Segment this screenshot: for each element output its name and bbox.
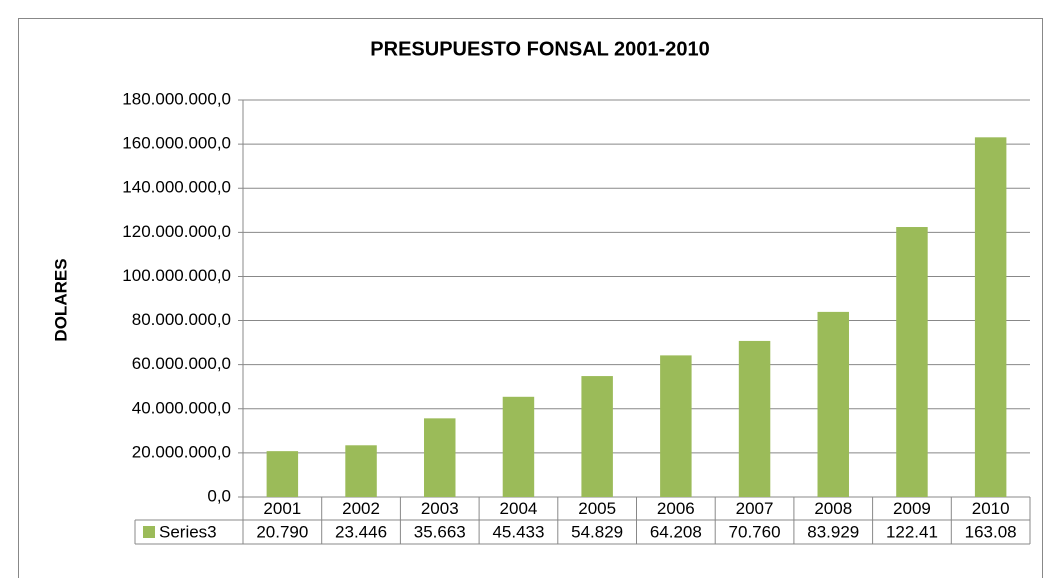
y-tick-label: 160.000.000,0 — [122, 134, 231, 153]
bar — [896, 227, 928, 497]
y-tick-label: 20.000.000,0 — [132, 442, 231, 461]
data-table-value: 20.790 — [256, 522, 308, 541]
y-tick-label: 40.000.000,0 — [132, 398, 231, 417]
bar — [974, 137, 1007, 497]
x-tick-label: 2007 — [736, 499, 774, 518]
data-table-value: 122.41 — [886, 522, 938, 541]
x-tick-label: 2004 — [500, 499, 538, 518]
data-table-value: 83.929 — [807, 522, 859, 541]
y-tick-label: 120.000.000,0 — [122, 222, 231, 241]
y-tick-label: 100.000.000,0 — [122, 266, 231, 285]
x-tick-label: 2003 — [421, 499, 459, 518]
data-table-value: 35.663 — [414, 522, 466, 541]
x-tick-label: 2010 — [972, 499, 1010, 518]
x-tick-label: 2009 — [893, 499, 931, 518]
bar — [424, 418, 456, 497]
bar — [660, 355, 692, 497]
bar — [266, 451, 299, 497]
legend-key — [143, 526, 155, 538]
x-tick-label: 2008 — [814, 499, 852, 518]
x-tick-label: 2006 — [657, 499, 695, 518]
data-table-value: 23.446 — [335, 522, 387, 541]
y-tick-label: 0,0 — [207, 486, 231, 505]
chart-title: PRESUPUESTO FONSAL 2001-2010 — [370, 38, 709, 60]
bar — [581, 376, 613, 497]
y-tick-label: 180.000.000,0 — [122, 89, 231, 108]
legend-label: Series3 — [159, 522, 217, 541]
data-table-value: 163.08 — [965, 522, 1017, 541]
x-tick-label: 2002 — [342, 499, 380, 518]
bar — [502, 396, 535, 497]
bar — [345, 445, 377, 497]
y-tick-label: 60.000.000,0 — [132, 354, 231, 373]
bar — [738, 340, 771, 497]
y-tick-label: 80.000.000,0 — [132, 310, 231, 329]
data-table-value: 64.208 — [650, 522, 702, 541]
data-table-value: 45.433 — [492, 522, 544, 541]
x-tick-label: 2001 — [263, 499, 301, 518]
bar — [817, 311, 849, 497]
data-table-value: 70.760 — [729, 522, 781, 541]
data-table-value: 54.829 — [571, 522, 623, 541]
y-tick-label: 140.000.000,0 — [122, 178, 231, 197]
y-axis-title: DOLARES — [51, 258, 70, 341]
x-tick-label: 2005 — [578, 499, 616, 518]
